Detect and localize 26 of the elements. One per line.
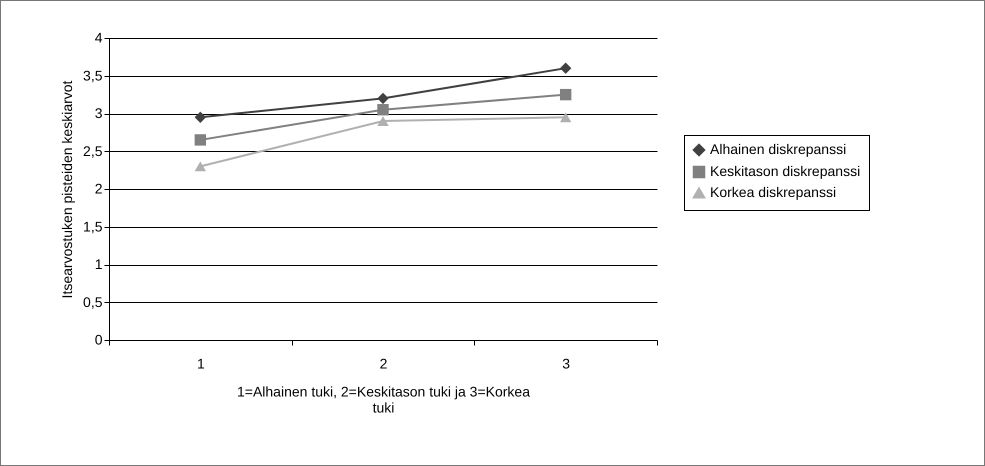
legend-label: Korkea diskrepanssi — [710, 184, 836, 200]
point — [194, 134, 206, 146]
x-tick-label: 1 — [196, 356, 205, 372]
point — [560, 88, 572, 100]
point — [377, 92, 389, 104]
y-tick-label: 0,5 — [83, 294, 103, 310]
y-tick-label: 4 — [94, 30, 103, 46]
y-tick-label: 1 — [94, 256, 103, 272]
x-axis-title: 1=Alhainen tuki, 2=Keskitason tuki ja 3=Korkea tuki — [236, 384, 530, 416]
point — [194, 161, 206, 172]
point — [560, 62, 572, 74]
x-tick-label: 3 — [562, 356, 570, 372]
y-tick-label: 2,5 — [83, 142, 103, 159]
y-tick-label: 3,5 — [83, 67, 103, 84]
point — [377, 116, 389, 126]
y-axis-title: Itsearvostuken pisteiden keskiarvot — [59, 80, 76, 298]
point — [377, 104, 389, 116]
y-tick-label: 1,5 — [83, 218, 103, 234]
y-tick-label: 2 — [94, 180, 103, 196]
legend-label: Keskitason diskrepanssi — [710, 163, 860, 179]
legend-label: Alhainen diskrepanssi — [710, 141, 846, 157]
y-tick-label: 0 — [94, 332, 103, 348]
x-tick-label: 2 — [380, 356, 388, 372]
point — [194, 112, 206, 123]
point — [560, 112, 572, 122]
y-tick-label: 3 — [94, 105, 103, 121]
